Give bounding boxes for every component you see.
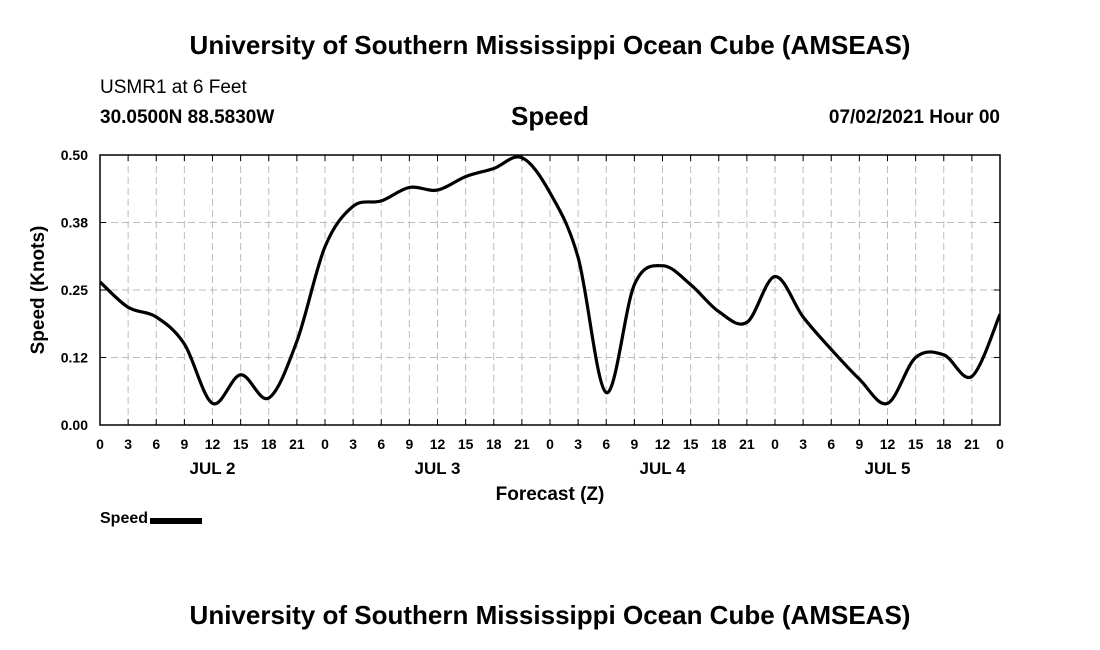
main-title: University of Southern Mississippi Ocean… bbox=[189, 30, 911, 60]
footer-title: University of Southern Mississippi Ocean… bbox=[189, 600, 911, 630]
chart-title: Speed bbox=[510, 101, 590, 131]
x-tick-label: 12 bbox=[880, 436, 896, 452]
x-tick-label: 12 bbox=[430, 436, 446, 452]
x-tick-label: 15 bbox=[683, 436, 699, 452]
x-tick-label: 12 bbox=[655, 436, 671, 452]
x-tick-label: 3 bbox=[349, 436, 357, 452]
legend-label: Speed bbox=[100, 510, 149, 527]
x-tick-label: 21 bbox=[289, 436, 305, 452]
legend-line-swatch bbox=[150, 518, 203, 524]
x-tick-label: 21 bbox=[514, 436, 530, 452]
series-group bbox=[100, 155, 1000, 406]
speed-series-line bbox=[100, 155, 1000, 406]
x-tick-label: 6 bbox=[602, 436, 610, 452]
x-tick-label: 18 bbox=[936, 436, 952, 452]
x-tick-label: 6 bbox=[377, 436, 385, 452]
forecast-date: 07/02/2021 Hour 00 bbox=[828, 107, 1000, 128]
x-tick-label: 9 bbox=[405, 436, 413, 452]
x-tick-label: 9 bbox=[855, 436, 863, 452]
station-label: USMR1 at 6 Feet bbox=[100, 77, 247, 98]
y-tick-label: 0.25 bbox=[61, 282, 88, 298]
x-tick-label: 21 bbox=[739, 436, 755, 452]
day-label: JUL 2 bbox=[190, 459, 236, 478]
x-tick-label: 0 bbox=[321, 436, 329, 452]
day-label: JUL 3 bbox=[415, 459, 461, 478]
x-tick-label: 15 bbox=[908, 436, 924, 452]
day-label: JUL 5 bbox=[865, 459, 911, 478]
x-tick-labels: 0 3 6 9 12 15 18 21 0 3 6 9 12 15 18 21 0 3 6 9 12 15 18 21 0 3 6 9… bbox=[96, 436, 1004, 452]
x-tick-label: 18 bbox=[261, 436, 277, 452]
day-labels: JUL 2 JUL 3 JUL 4 JUL 5 bbox=[190, 459, 911, 478]
x-tick-label: 9 bbox=[630, 436, 638, 452]
x-tick-label: 3 bbox=[799, 436, 807, 452]
legend: Speed bbox=[100, 510, 203, 528]
y-tick-label: 0.50 bbox=[61, 147, 88, 163]
y-tick-label: 0.38 bbox=[61, 215, 88, 231]
day-label: JUL 4 bbox=[640, 459, 687, 478]
y-tick-label: 0.12 bbox=[61, 350, 88, 366]
x-tick-label: 18 bbox=[486, 436, 502, 452]
x-axis-label: Forecast (Z) bbox=[496, 484, 605, 505]
axis-ticks bbox=[99, 154, 1001, 426]
x-tick-label: 0 bbox=[771, 436, 779, 452]
x-tick-label: 21 bbox=[964, 436, 980, 452]
x-tick-label: 12 bbox=[205, 436, 221, 452]
x-tick-label: 0 bbox=[546, 436, 554, 452]
x-tick-label: 9 bbox=[180, 436, 188, 452]
x-tick-label: 6 bbox=[152, 436, 160, 452]
x-tick-label: 3 bbox=[574, 436, 582, 452]
y-tick-labels: 0.00 0.12 0.25 0.38 0.50 bbox=[61, 147, 88, 433]
x-tick-label: 0 bbox=[96, 436, 104, 452]
x-tick-label: 3 bbox=[124, 436, 132, 452]
y-tick-label: 0.00 bbox=[61, 417, 88, 433]
y-axis-label: Speed (Knots) bbox=[28, 226, 49, 355]
x-tick-label: 15 bbox=[233, 436, 249, 452]
coordinates-label: 30.0500N 88.5830W bbox=[100, 107, 275, 128]
x-tick-label: 15 bbox=[458, 436, 474, 452]
x-tick-label: 0 bbox=[996, 436, 1004, 452]
x-tick-label: 6 bbox=[827, 436, 835, 452]
x-tick-label: 18 bbox=[711, 436, 727, 452]
